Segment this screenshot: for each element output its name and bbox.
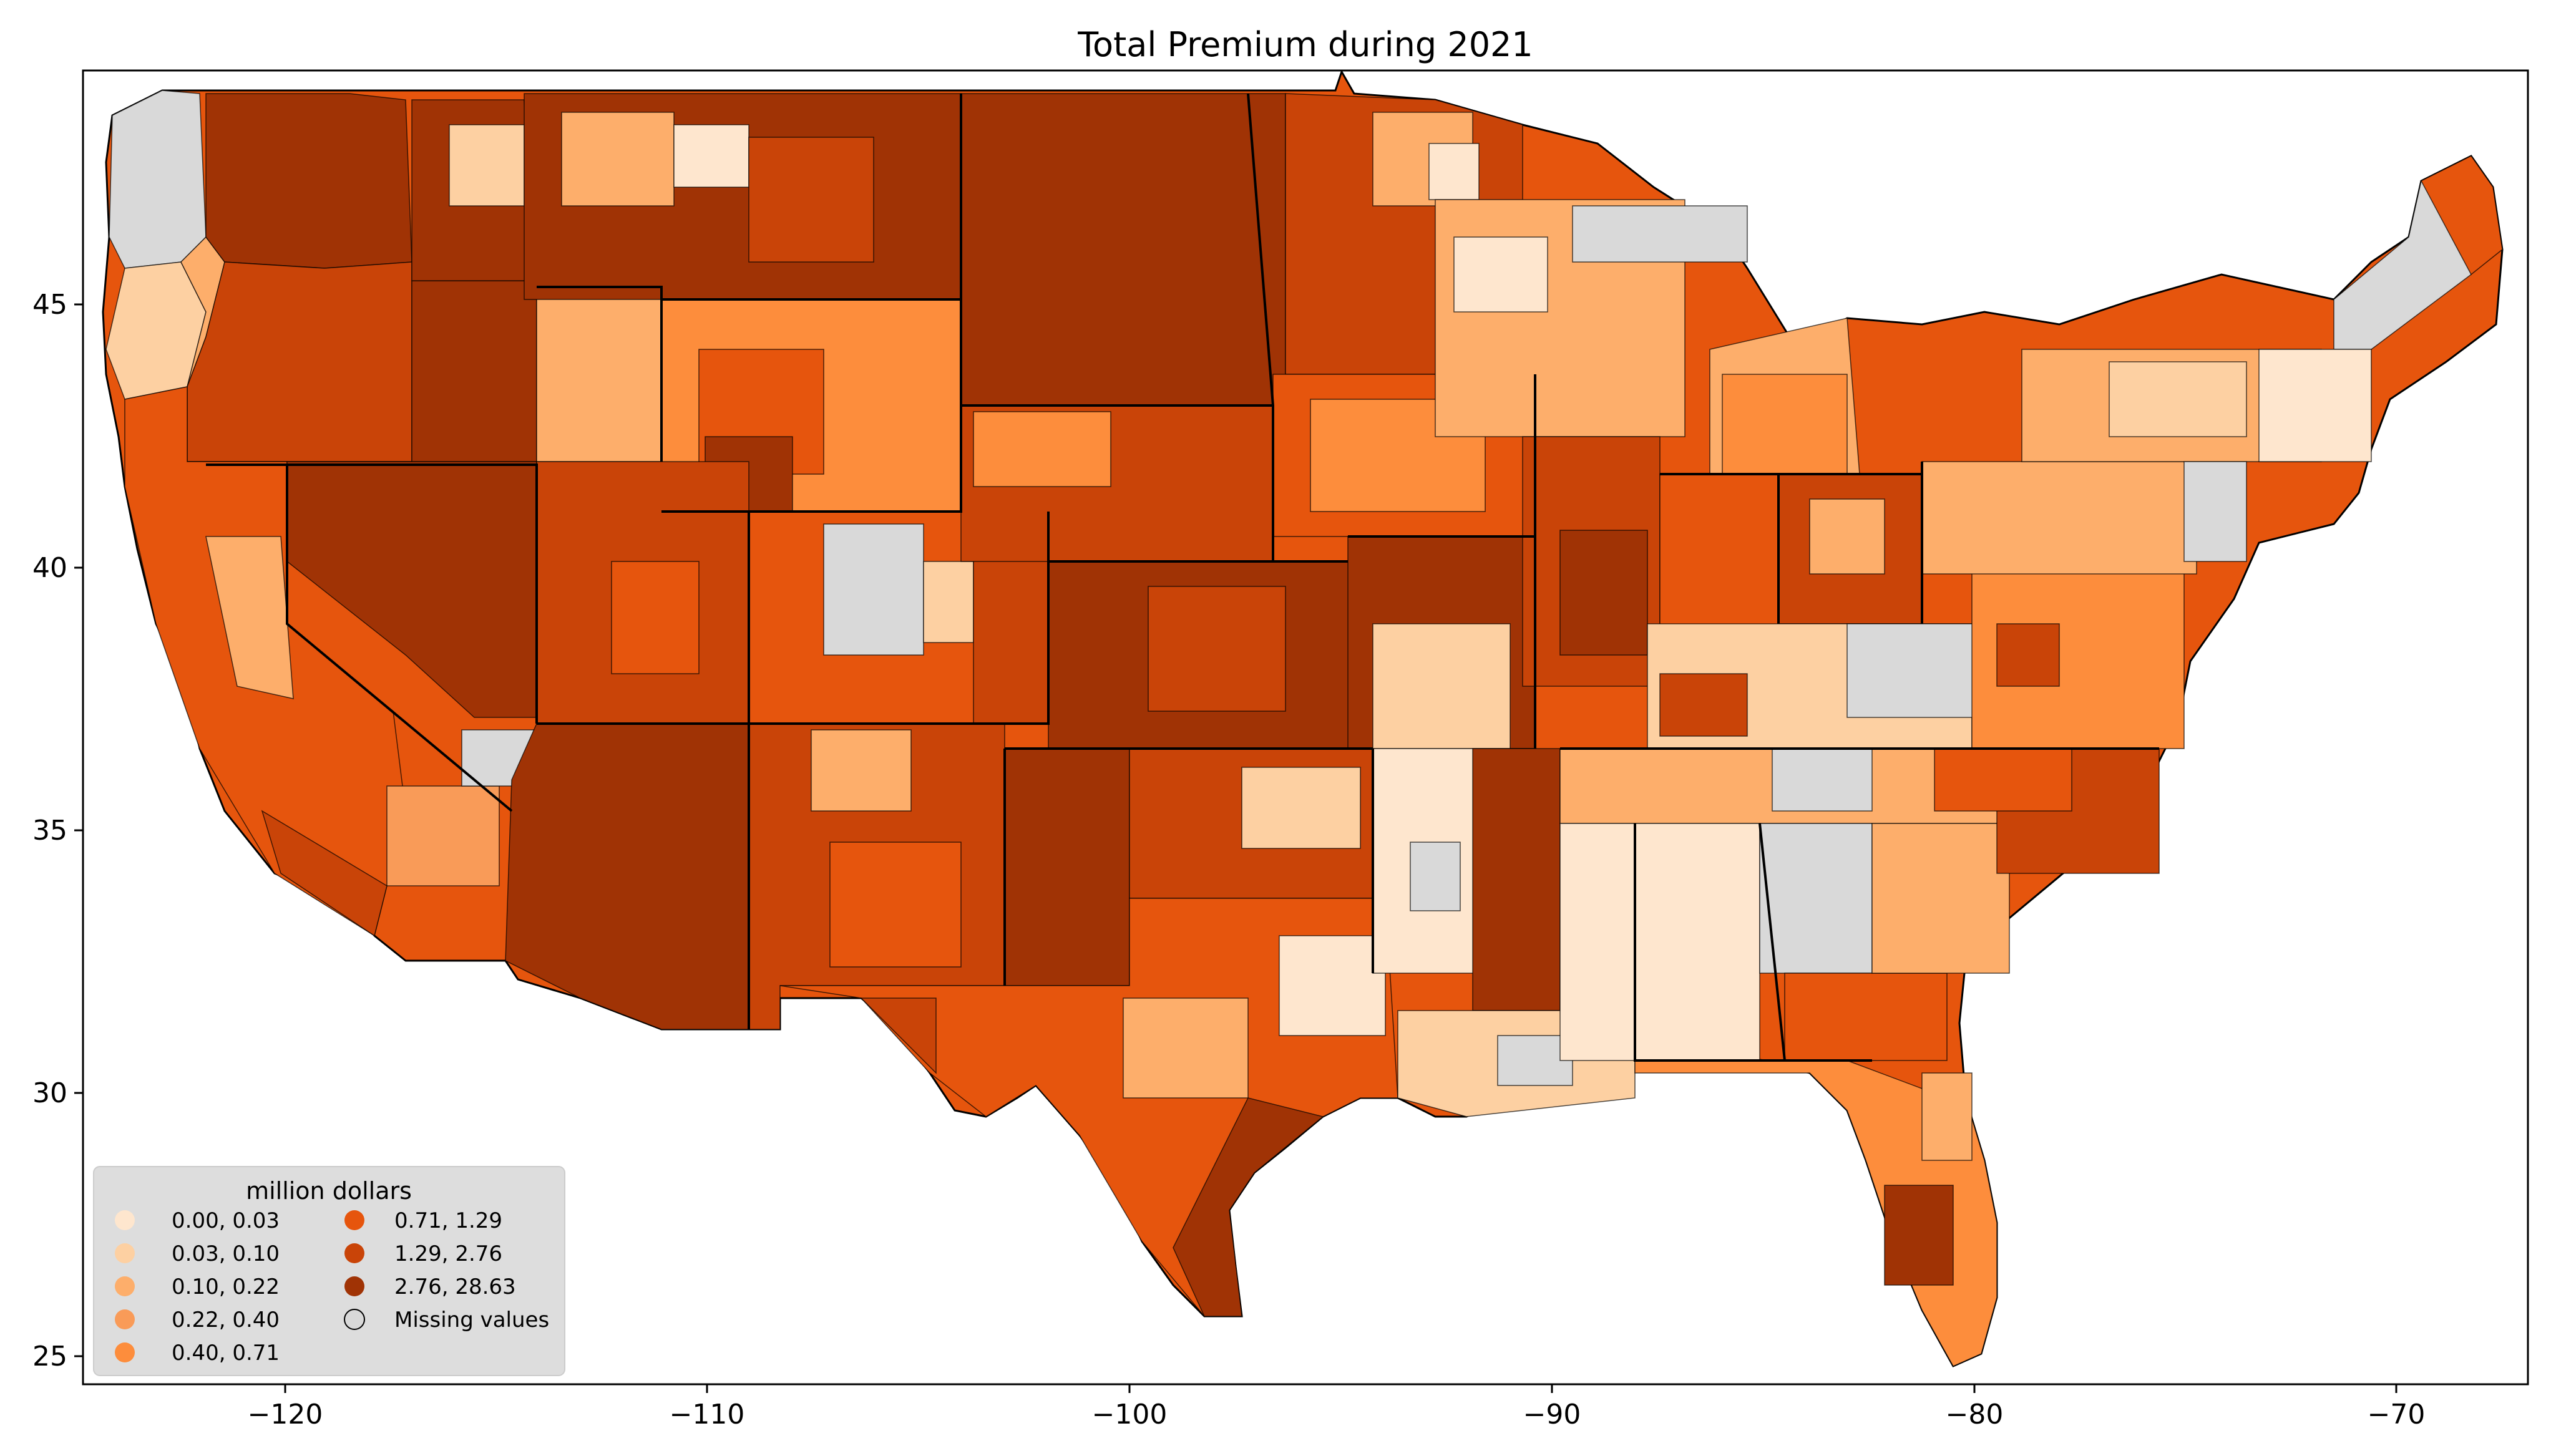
legend-swatch [344, 1210, 364, 1230]
legend-swatch [115, 1276, 135, 1296]
legend-label: 0.22, 0.40 [172, 1308, 280, 1332]
x-tick-label: −100 [1092, 1399, 1168, 1430]
y-tick-label: 35 [32, 815, 67, 847]
legend-swatch [115, 1342, 135, 1362]
legend-label: 2.76, 28.63 [394, 1274, 516, 1299]
legend-swatch [344, 1309, 365, 1330]
legend-swatch [115, 1309, 135, 1329]
y-axis: 45 40 35 30 25 [32, 289, 83, 1372]
map-title: Total Premium during 2021 [1077, 25, 1533, 64]
map-area [83, 70, 2528, 1384]
x-tick-label: −110 [670, 1399, 745, 1430]
legend-label: 1.29, 2.76 [394, 1241, 502, 1266]
legend-label: 0.03, 0.10 [172, 1241, 280, 1266]
legend-swatch [344, 1243, 364, 1263]
x-tick-label: −70 [2368, 1399, 2426, 1430]
legend-label: Missing values [394, 1308, 549, 1332]
legend-label: 0.10, 0.22 [172, 1274, 280, 1299]
legend-swatch [115, 1210, 135, 1230]
legend-label: 0.71, 1.29 [394, 1208, 502, 1233]
legend-label: 0.40, 0.71 [172, 1341, 280, 1366]
x-axis: −120 −110 −100 −90 −80 −70 [248, 1384, 2426, 1430]
x-tick-label: −90 [1523, 1399, 1581, 1430]
county-fills [105, 90, 2503, 1367]
legend-title: million dollars [246, 1177, 412, 1205]
state-boundaries [206, 93, 2159, 1062]
y-tick-label: 45 [32, 289, 67, 321]
legend-swatch [115, 1243, 135, 1263]
y-tick-label: 40 [32, 552, 67, 584]
map-legend: million dollars 0.00, 0.03 0.03, 0.10 0.10… [93, 1166, 565, 1376]
y-tick-label: 30 [32, 1077, 67, 1109]
axes-frame [82, 69, 2529, 1386]
x-tick-label: −120 [248, 1399, 323, 1430]
x-tick-label: −80 [1946, 1399, 2004, 1430]
y-tick-label: 25 [32, 1341, 67, 1372]
legend-label: 0.00, 0.03 [172, 1208, 280, 1233]
legend-swatch [344, 1276, 364, 1296]
